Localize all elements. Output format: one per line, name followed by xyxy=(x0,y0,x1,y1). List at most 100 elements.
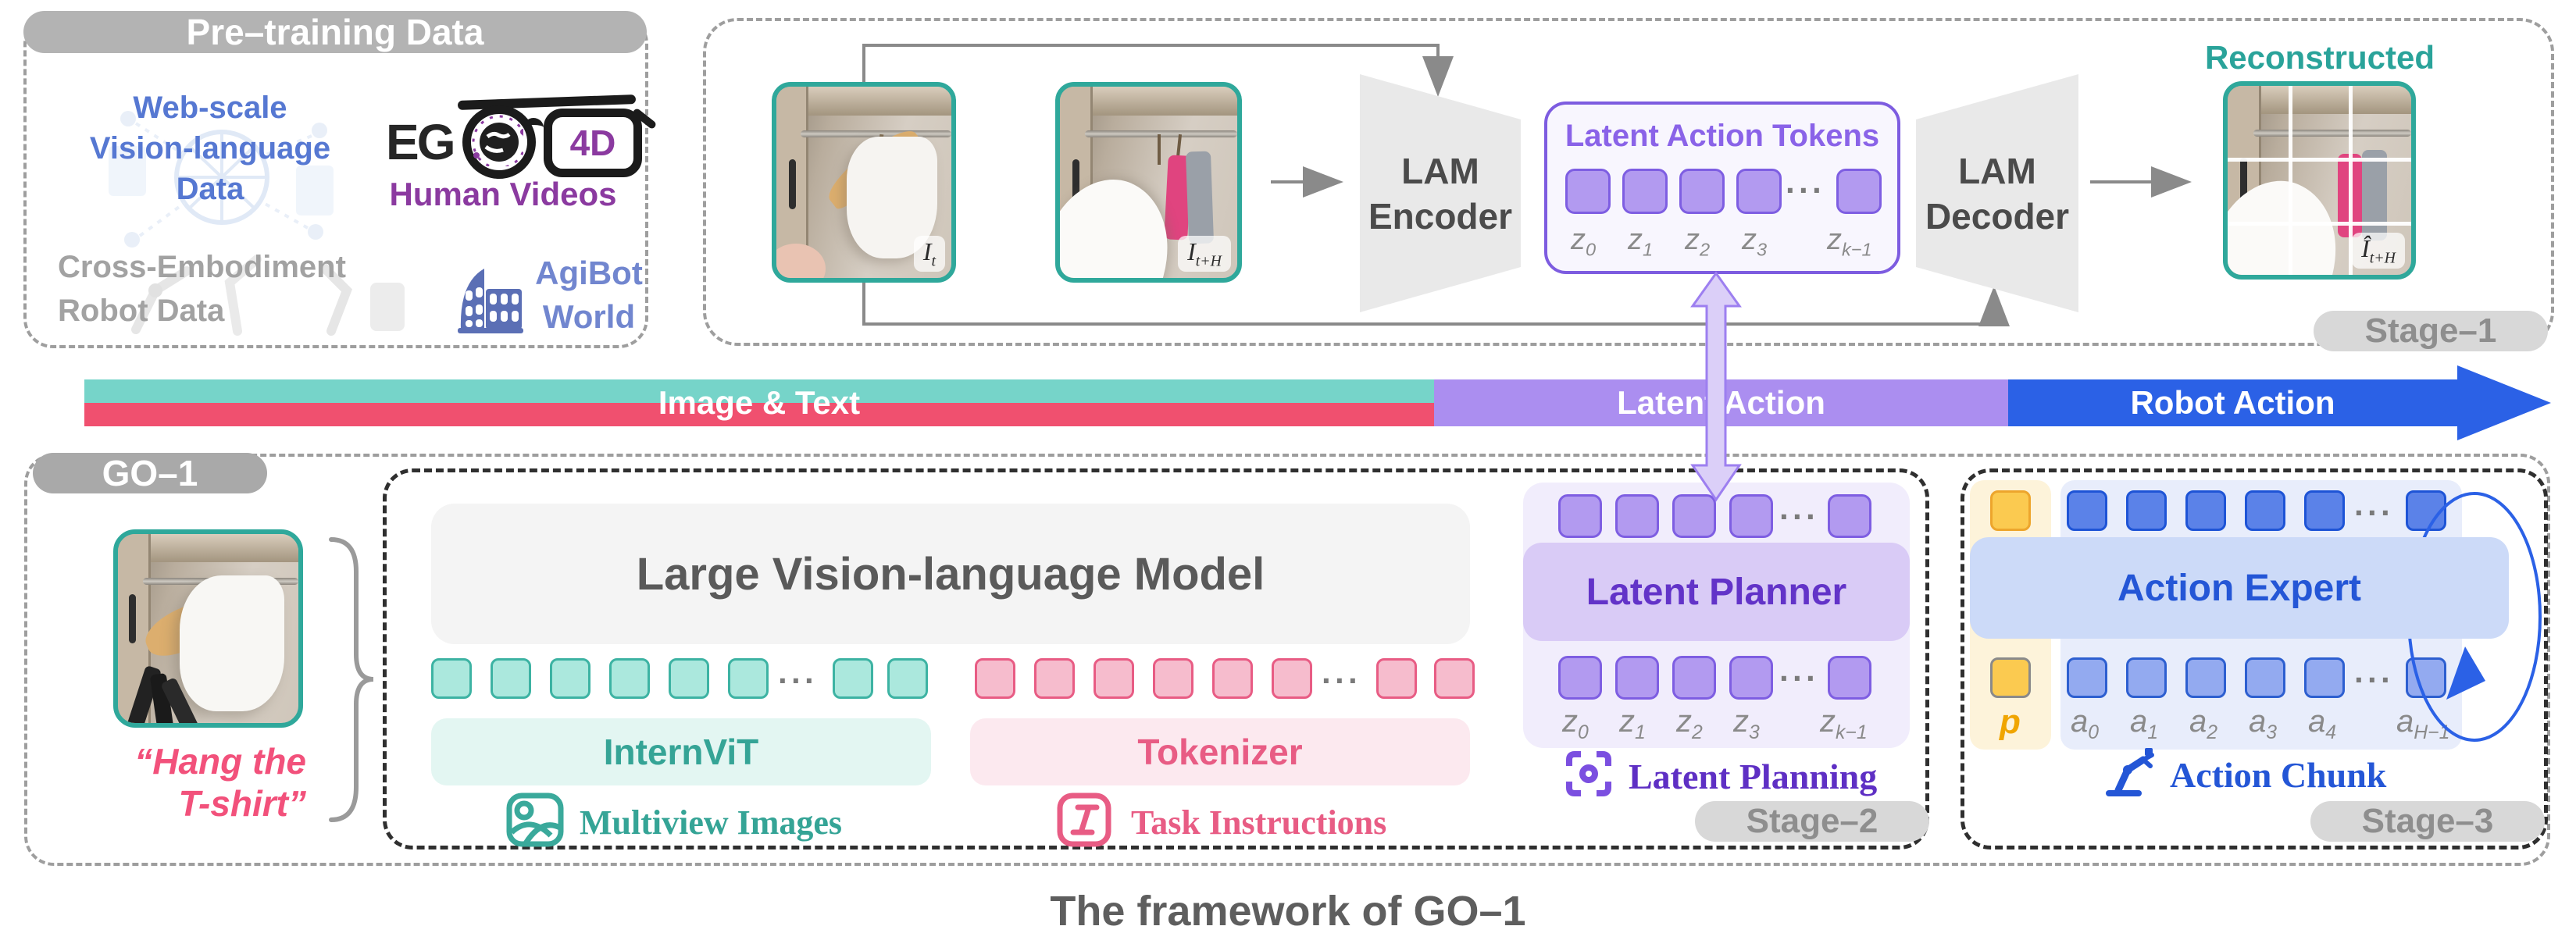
image-label-chip: It+H xyxy=(1178,235,1231,272)
ellipsis: ··· xyxy=(1779,498,1819,535)
grid-line xyxy=(2288,86,2292,275)
text-token xyxy=(1376,658,1417,699)
p-label: p xyxy=(2000,703,2021,741)
latent-token xyxy=(1615,494,1659,538)
vision-token xyxy=(669,658,709,699)
text-token xyxy=(1434,658,1475,699)
agibot-world-label: AgiBot World xyxy=(535,255,643,335)
human-videos-label: Human Videos xyxy=(389,176,617,212)
task-instruction-text: “Hang the T-shirt” xyxy=(134,741,306,824)
latent-token xyxy=(1828,494,1871,538)
latent-token xyxy=(1558,494,1602,538)
bar-label: Robot Action xyxy=(2130,384,2335,421)
observation-image-t: It xyxy=(772,82,956,283)
action-token xyxy=(2304,657,2345,698)
latent-action-tokens-title: Latent Action Tokens xyxy=(1565,119,1880,153)
vision-token xyxy=(491,658,531,699)
ellipsis: ··· xyxy=(1322,662,1361,699)
ego4d-eg-text: EG xyxy=(386,114,455,170)
bar-robot-action-segment: Robot Action xyxy=(2008,379,2457,426)
door-handle xyxy=(1072,159,1079,209)
stage3-badge: Stage–3 xyxy=(2310,801,2545,842)
image-label-chip: It xyxy=(913,235,945,272)
latent-token xyxy=(1836,169,1882,214)
latent-token xyxy=(1729,494,1773,538)
action-token xyxy=(2304,490,2345,531)
robot-arm-icon xyxy=(2106,748,2154,796)
pretraining-title-pill: Pre–training Data xyxy=(23,11,647,53)
colosseum-icon xyxy=(458,269,523,333)
image-landscape-icon xyxy=(506,792,564,847)
tokenizer-box: Tokenizer xyxy=(970,718,1470,785)
pretraining-data-box: Pre–training Data Web-scale Vision-langu… xyxy=(23,11,658,348)
vision-token xyxy=(609,658,650,699)
latent-token xyxy=(1672,656,1716,700)
lam-encoder: LAM Encoder xyxy=(1360,74,1521,312)
text-token xyxy=(1094,658,1134,699)
glasses-right-lens-icon: 4D xyxy=(544,109,642,177)
latent-token xyxy=(1558,656,1602,700)
image-label-chip: Ît+H xyxy=(2352,232,2405,269)
z-label: zk−1 xyxy=(1827,223,1872,260)
latent-token xyxy=(1615,656,1659,700)
network-decoration-icon xyxy=(109,111,334,248)
z-label: z1 xyxy=(1628,223,1654,260)
z-label: z2 xyxy=(1676,704,1703,743)
door-handle xyxy=(2240,157,2248,207)
ellipsis: ··· xyxy=(1786,172,1825,208)
a-label: a1 xyxy=(2130,704,2159,743)
a-label: a4 xyxy=(2308,704,2337,743)
a-label: a2 xyxy=(2189,704,2218,743)
action-token xyxy=(2245,490,2285,531)
latent-token xyxy=(1565,169,1611,214)
ellipsis: ··· xyxy=(1779,660,1819,696)
cross-embodiment-label: Cross-Embodiment Robot Data xyxy=(58,250,346,328)
feedback-wire-top xyxy=(862,44,1454,97)
letter-i-icon xyxy=(1057,792,1111,847)
z-label: z2 xyxy=(1685,223,1711,260)
figure-caption: The framework of GO–1 xyxy=(1050,888,1526,935)
bar-label: Image & Text xyxy=(658,384,861,421)
stage3-container-box xyxy=(1961,468,2548,849)
focus-target-icon xyxy=(1566,751,1611,796)
latent-planning-label: Latent Planning xyxy=(1629,757,1878,796)
ellipsis: ··· xyxy=(2354,661,2394,698)
z-label: z1 xyxy=(1619,704,1646,743)
a-label: a3 xyxy=(2249,704,2278,743)
bar-image-text-segment: Image & Text xyxy=(84,379,1434,426)
vision-token xyxy=(550,658,590,699)
stage2-container-box xyxy=(383,468,1929,849)
vlm-title: Large Vision-language Model xyxy=(636,548,1265,600)
z-label: z3 xyxy=(1733,704,1760,743)
multiview-images-label: Multiview Images xyxy=(580,803,843,842)
stage1-box xyxy=(703,18,2554,346)
wardrobe-rod xyxy=(801,130,951,138)
bar-image-text-top xyxy=(84,379,1434,403)
latent-token xyxy=(1679,169,1725,214)
z-label: z3 xyxy=(1742,223,1768,260)
grid-line xyxy=(2349,86,2353,275)
grouping-brace-icon xyxy=(329,537,374,822)
action-token xyxy=(2185,657,2226,698)
proprio-token xyxy=(1990,490,2031,531)
action-token xyxy=(2245,657,2285,698)
text-token xyxy=(1212,658,1253,699)
reconstructed-label: Reconstructed xyxy=(2204,39,2435,76)
text-token xyxy=(1272,658,1312,699)
bar-latent-action-segment: Latent Action xyxy=(1434,379,2008,426)
latent-planner-box: Latent Planner xyxy=(1523,543,1910,641)
z-label: z0 xyxy=(1571,223,1597,260)
stage2-badge: Stage–2 xyxy=(1695,801,1929,842)
latent-token xyxy=(1736,169,1782,214)
observation-image-t-plus-h: It+H xyxy=(1055,82,1242,283)
latent-token xyxy=(1622,169,1668,214)
gray-garment xyxy=(2361,150,2388,241)
robot-silhouettes-icon xyxy=(131,255,405,336)
z-label: zk−1 xyxy=(1820,704,1868,743)
latent-action-tokens-box: Latent Action Tokens ··· z0 z1 z2 z3 zk−… xyxy=(1544,102,1900,274)
vision-token xyxy=(431,658,472,699)
action-chunk-label: Action Chunk xyxy=(2170,755,2387,795)
internvit-box: InternViT xyxy=(431,718,931,785)
